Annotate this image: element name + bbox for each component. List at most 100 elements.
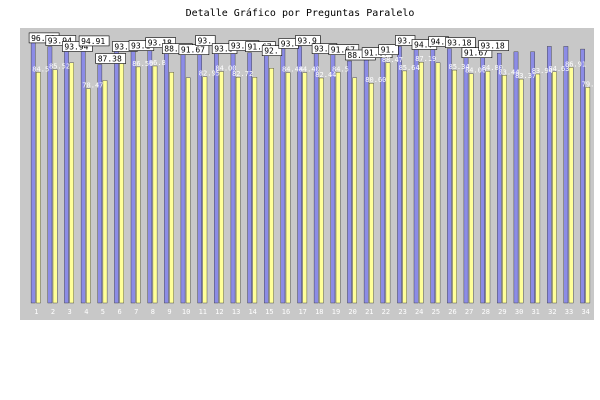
data-label-box [295, 35, 321, 46]
x-tick-label: 22 [382, 308, 390, 316]
y-tick-label: 10 [11, 273, 19, 281]
data-label: 88.47 [382, 56, 403, 64]
bar [235, 76, 241, 304]
data-label: 85.52 [49, 63, 70, 71]
bar [563, 46, 569, 304]
data-label-box [95, 53, 126, 64]
bar [497, 53, 502, 304]
bar [535, 73, 541, 304]
bar [380, 52, 386, 304]
data-label: 83.94 [532, 67, 553, 75]
x-tick-label: 21 [365, 308, 373, 316]
bar [86, 88, 91, 304]
bar [335, 72, 341, 304]
x-tick-label: 33 [565, 308, 573, 316]
x-tick-label: 32 [548, 308, 556, 316]
data-label: 84.40 [299, 66, 320, 74]
x-tick-label: 11 [199, 308, 207, 316]
bar [297, 46, 302, 304]
bar [502, 75, 507, 304]
bar [397, 46, 402, 304]
x-tick-label: 14 [248, 308, 256, 316]
data-label: 96.?? [31, 34, 55, 43]
chart-title: Detalle Gráfico por Preguntas Paralelo [185, 8, 415, 19]
bar [185, 77, 191, 304]
data-label: 91.67 [248, 43, 272, 52]
data-label: 80.60 [365, 76, 386, 84]
x-tick-label: 26 [448, 308, 456, 316]
bar [402, 70, 408, 304]
data-label: 91.67 [364, 49, 388, 58]
data-label: 84.80 [482, 64, 503, 72]
data-label: 84.00 [215, 65, 236, 73]
bar [280, 46, 286, 304]
bar [468, 73, 474, 304]
data-label-box [444, 37, 476, 48]
data-label: 86.8 [149, 59, 166, 67]
data-label: 83.37 [515, 72, 536, 80]
data-label-box [261, 45, 283, 57]
x-tick-label: 2 [51, 308, 55, 316]
x-tick-label: 34 [581, 308, 589, 316]
data-label: 93.9 [114, 43, 133, 52]
data-label: 91.67 [331, 46, 355, 55]
bar [319, 77, 324, 304]
data-label: 93.94 [48, 37, 72, 46]
y-tick-label: 30 [11, 218, 19, 226]
data-label: 93. [397, 37, 411, 46]
data-label: 93.18 [231, 42, 255, 51]
data-label: 84.44 [282, 66, 303, 74]
bar [347, 60, 352, 304]
x-tick-label: 29 [498, 308, 506, 316]
bar [585, 87, 591, 304]
bar [363, 52, 369, 304]
y-tick-label: 60 [11, 136, 19, 144]
bar [480, 48, 486, 304]
data-label-box [178, 44, 210, 56]
bar [285, 72, 291, 304]
bar [69, 62, 74, 304]
data-label: 93.18 [481, 42, 505, 51]
bar [213, 48, 219, 304]
bar [219, 71, 224, 304]
bar [180, 52, 186, 304]
data-label: 82.44 [315, 71, 336, 79]
bar [264, 50, 269, 304]
data-label: 84.5 [32, 65, 49, 73]
bar [430, 44, 436, 304]
y-tick-label: 50 [11, 164, 19, 172]
data-label: 93.9 [214, 45, 233, 54]
data-label: 84.63 [548, 65, 569, 73]
data-label: 86.91 [565, 60, 586, 68]
data-label: 93.94 [64, 43, 88, 52]
bar [119, 61, 124, 304]
data-label: 92. [264, 47, 278, 56]
data-label: 84.5 [332, 65, 349, 73]
bar [302, 72, 308, 304]
bar [547, 46, 552, 304]
data-label-box [478, 40, 509, 51]
bar [114, 46, 119, 304]
data-label-box [145, 37, 176, 48]
bar [252, 76, 258, 304]
data-label: 91. [381, 46, 395, 55]
x-tick-label: 23 [398, 308, 406, 316]
data-label: 83.44 [498, 68, 519, 76]
x-tick-label: 8 [151, 308, 155, 316]
x-tick-label: 3 [67, 308, 71, 316]
x-tick-label: 25 [432, 308, 440, 316]
bar [30, 40, 36, 304]
x-tick-label: 30 [515, 308, 523, 316]
x-tick-label: 18 [315, 308, 323, 316]
bar [352, 77, 358, 304]
bar [164, 48, 169, 304]
y-tick-label: 70 [11, 109, 19, 117]
bar [97, 64, 103, 304]
x-tick-label: 16 [282, 308, 290, 316]
data-label: 93.1 [314, 45, 333, 54]
data-label: 78.47 [82, 82, 103, 90]
data-label-box [45, 35, 77, 46]
x-tick-label: 5 [101, 308, 105, 316]
x-tick-label: 12 [215, 308, 223, 316]
